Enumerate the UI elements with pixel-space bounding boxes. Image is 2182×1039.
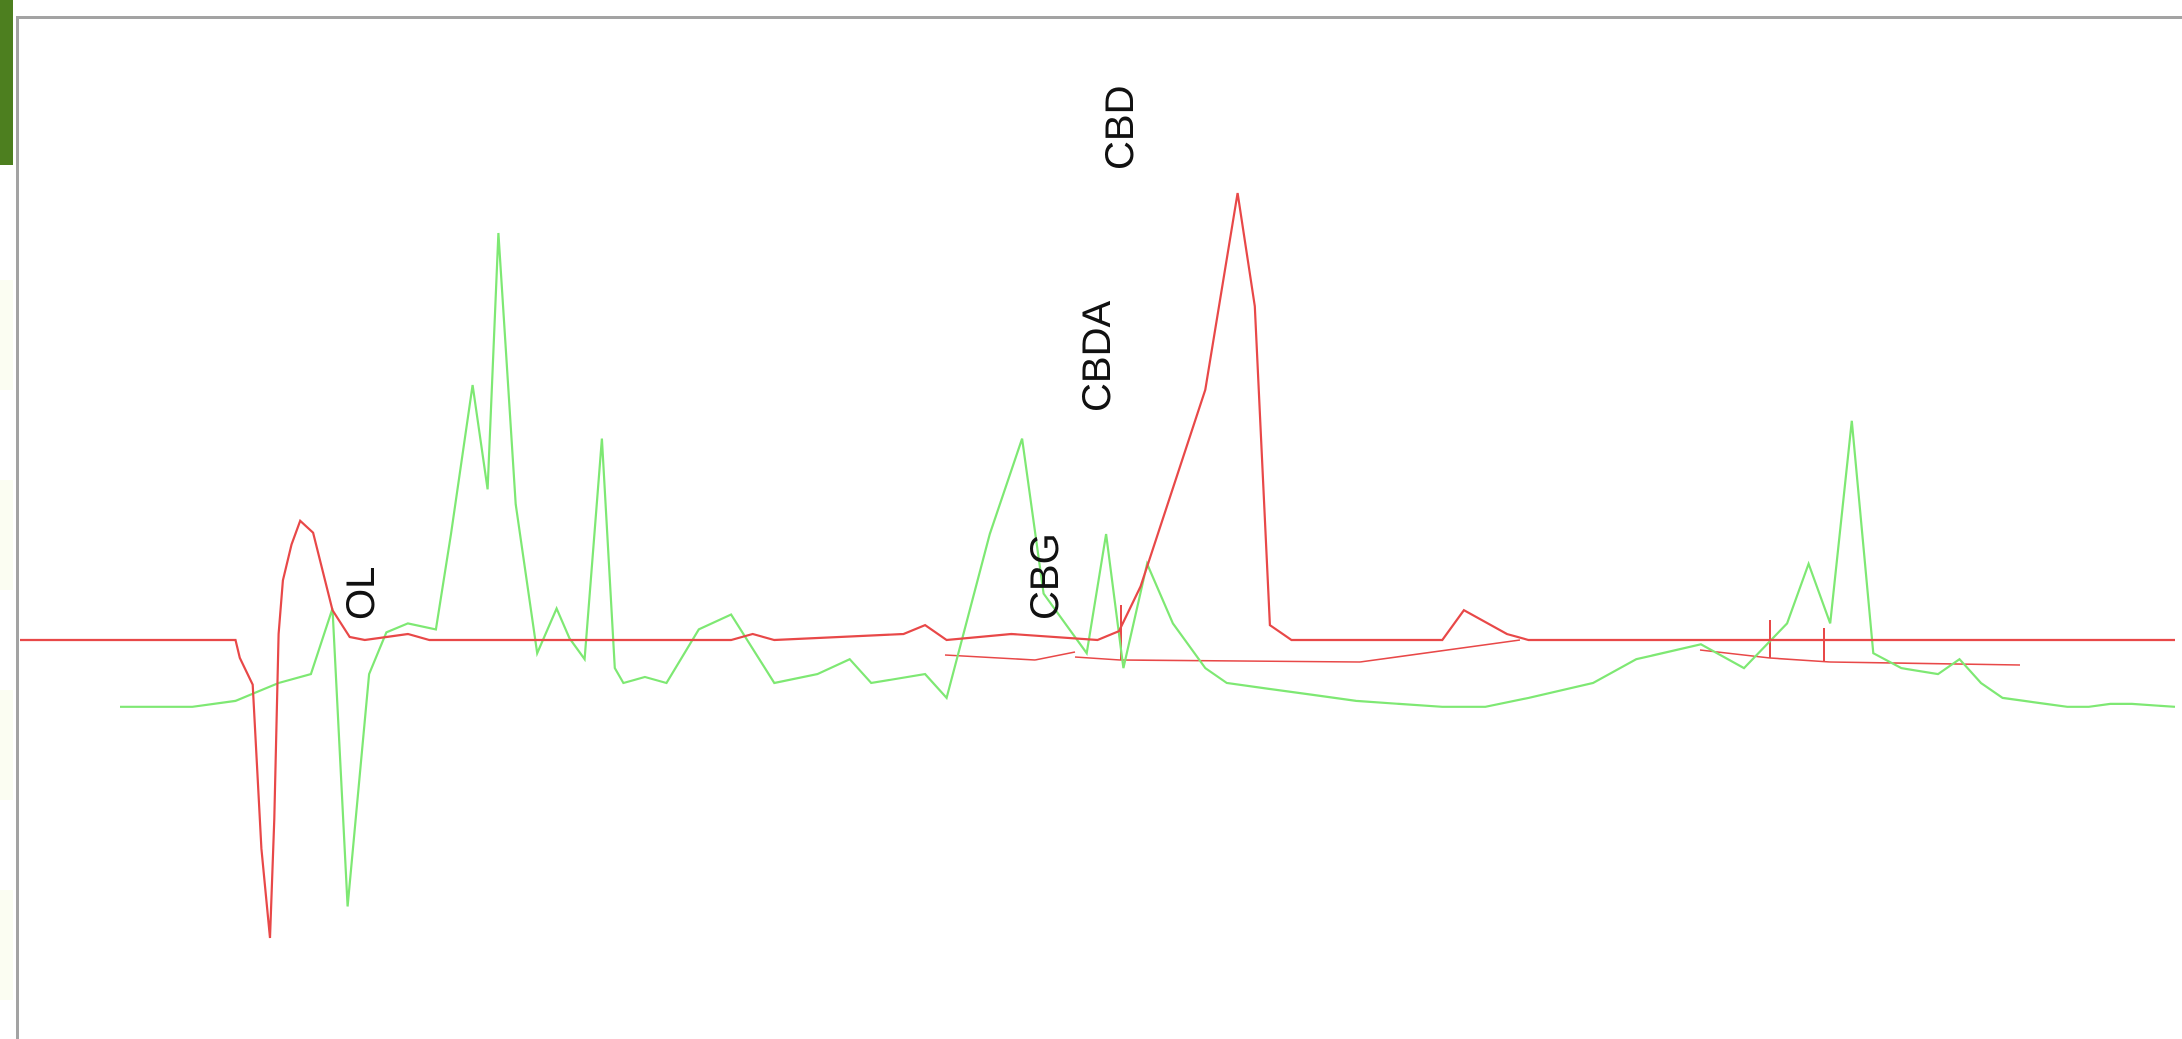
left-panel-tab[interactable]	[0, 0, 13, 165]
left-panel-cell	[0, 480, 13, 590]
integration-baseline-segment	[1769, 657, 1831, 663]
left-panel-strip	[0, 0, 17, 1039]
integration-baseline-segment	[944, 654, 1036, 661]
integration-baseline-segment	[1829, 661, 2021, 666]
integration-baseline-segment	[1034, 651, 1076, 661]
integration-baselines	[944, 605, 2021, 666]
peak-label-ol: OL	[339, 567, 383, 620]
integration-baseline-segment	[1359, 639, 1521, 663]
peak-label-cbd: CBD	[1098, 86, 1142, 170]
peak-label-cbg: CBG	[1023, 533, 1067, 620]
integration-baseline-segment	[1074, 656, 1121, 661]
green-trace-line	[120, 232, 2176, 907]
peak-labels: OL CBG CBDA CBD	[339, 86, 1142, 620]
chromatogram-plot-area	[16, 16, 2182, 1039]
left-panel-cell	[0, 690, 13, 800]
peak-label-cbda: CBDA	[1075, 301, 1119, 412]
left-panel-cell	[0, 280, 13, 390]
red-trace-line	[20, 192, 2175, 939]
integration-baseline-segment	[1119, 659, 1361, 663]
left-panel-cell	[0, 890, 13, 1000]
